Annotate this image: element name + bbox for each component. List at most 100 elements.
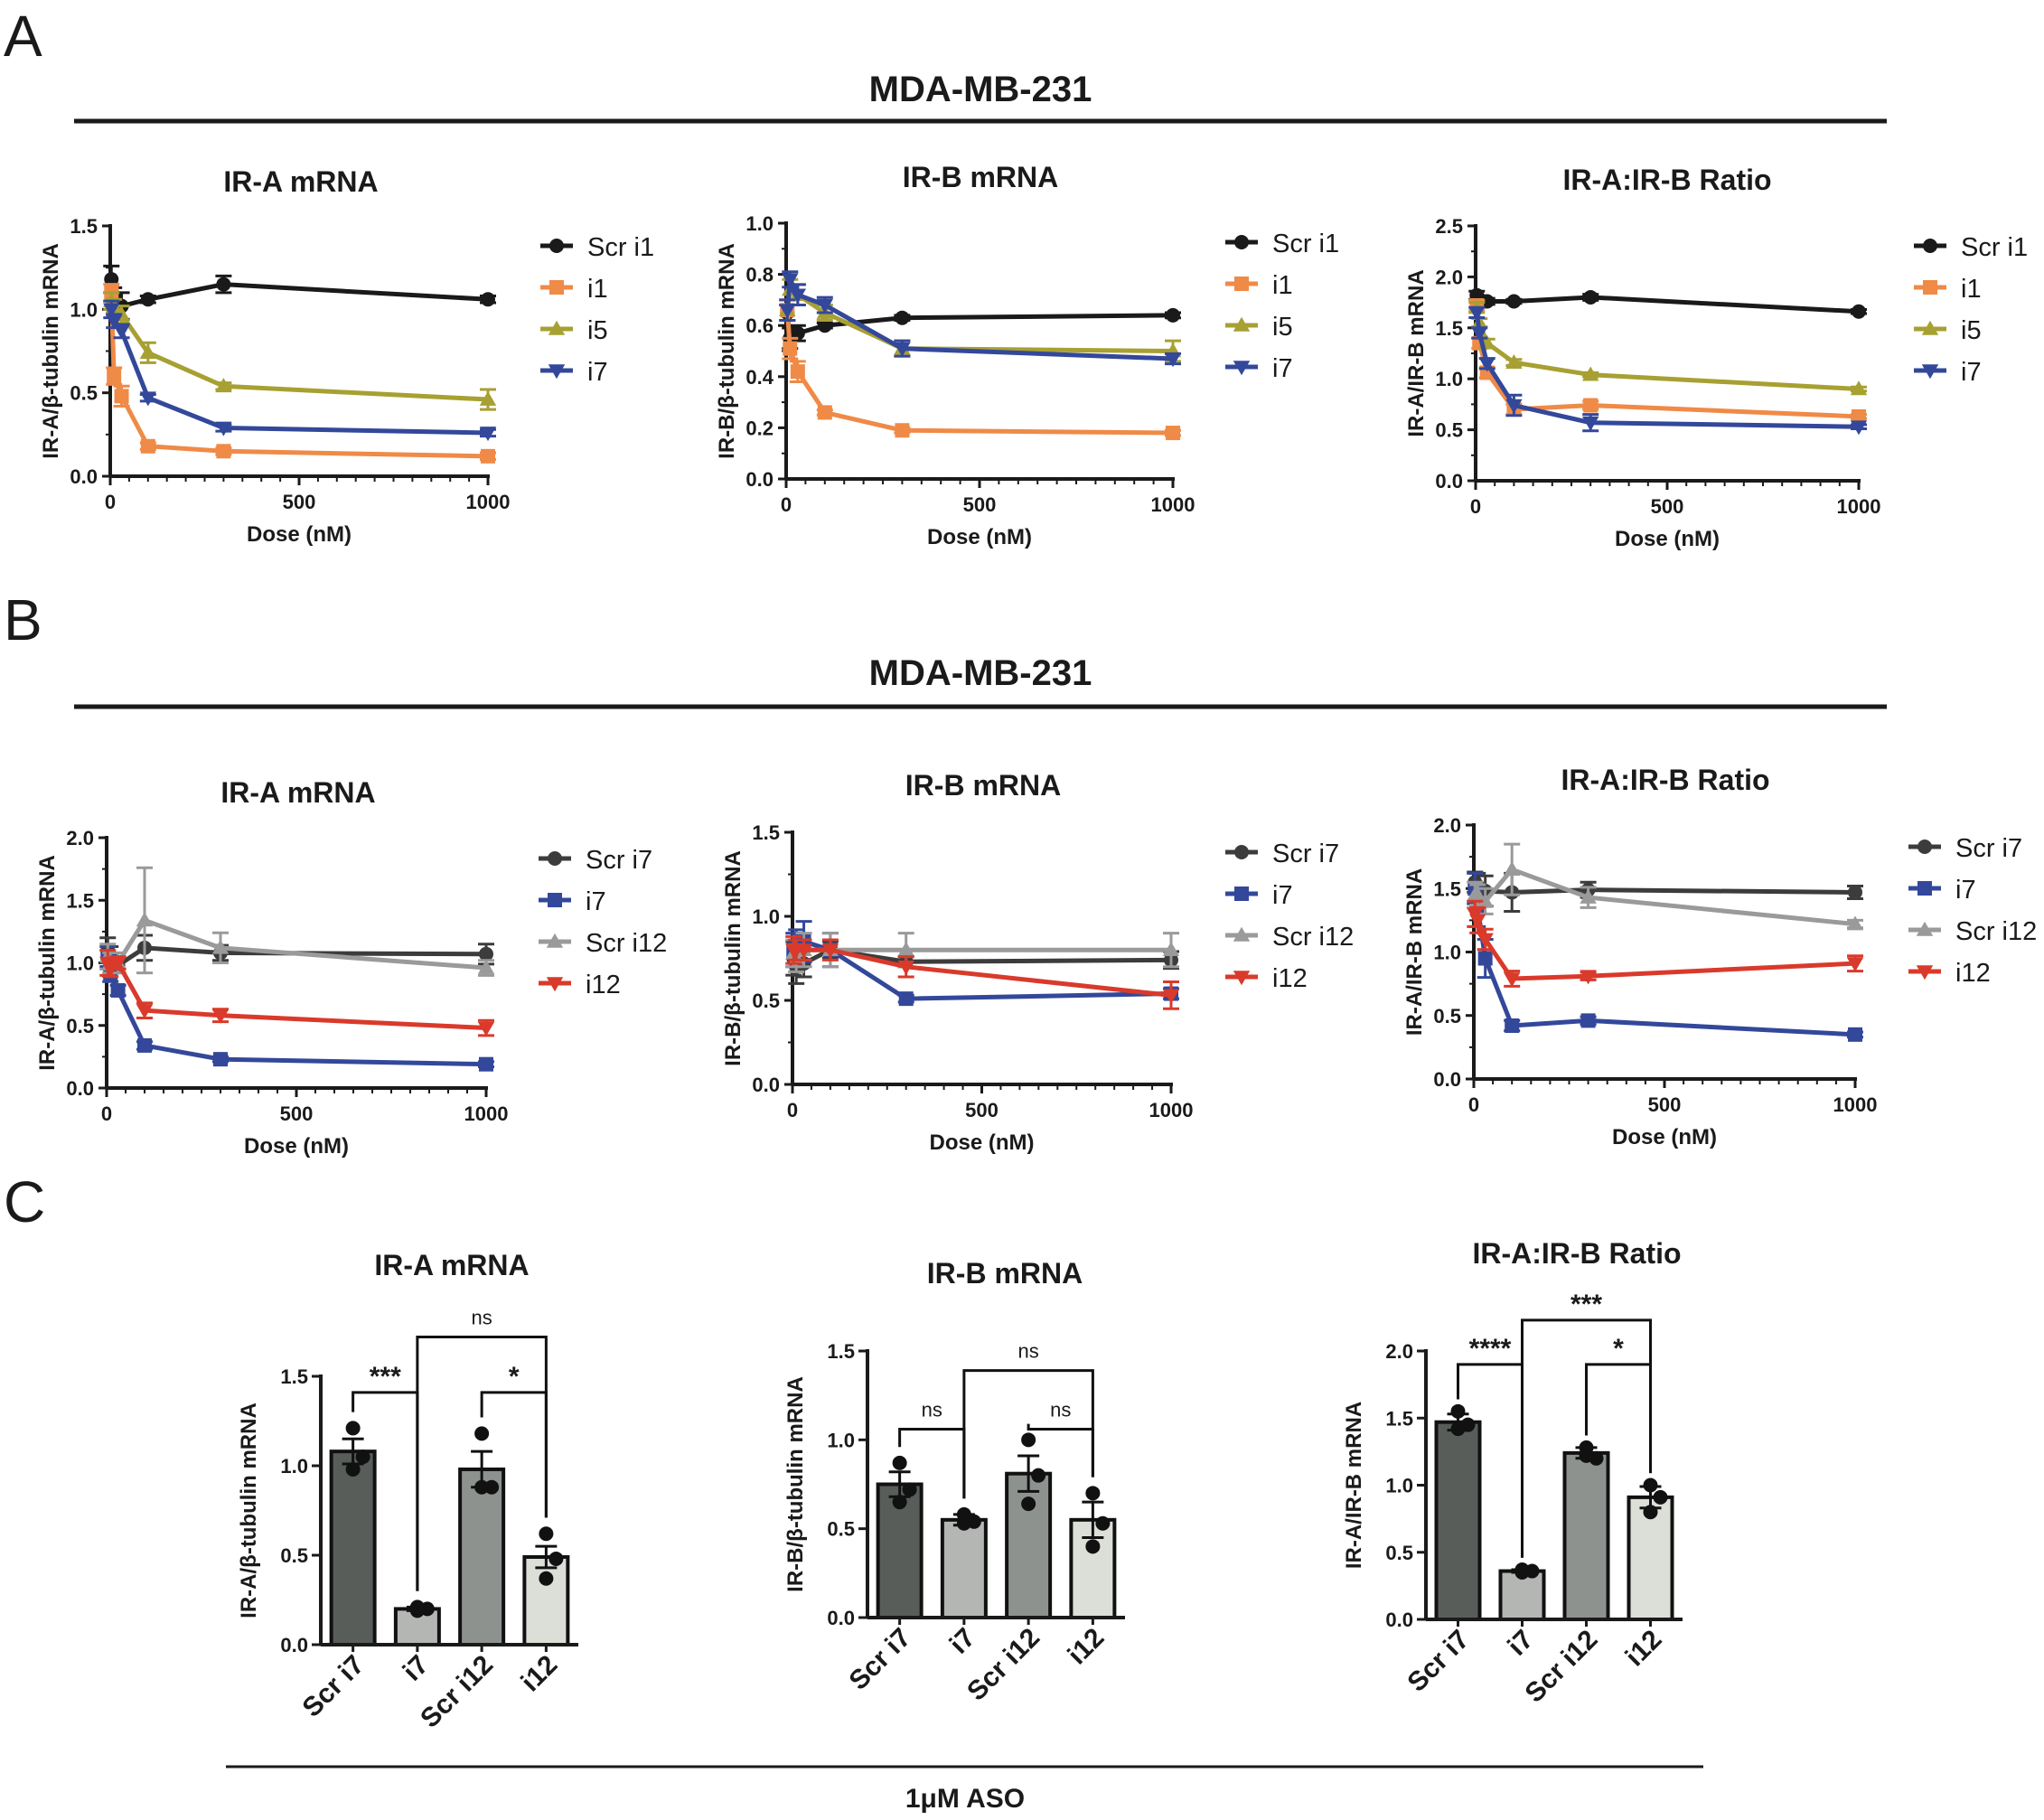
data-point — [1469, 887, 1486, 902]
x-axis-label: Dose (nM) — [927, 525, 1032, 549]
chart-c1-ira-bars: IR-A mRNA 0.0 0.5 1.0 1.5 IR-A/β-tubulin mRNA… — [237, 1249, 578, 1734]
data-point — [216, 277, 231, 292]
legend-label: i7 — [586, 887, 606, 916]
legend-marker — [1234, 235, 1249, 249]
replicate-point — [1085, 1486, 1101, 1501]
y-tick-label: 0.0 — [1385, 1609, 1413, 1631]
data-point — [109, 956, 127, 971]
legend-marker — [549, 280, 564, 295]
panel-letter-c: C — [4, 1169, 45, 1234]
series-line-i12 — [105, 959, 487, 1031]
replicate-point — [1643, 1478, 1658, 1493]
y-tick-label: 0.0 — [752, 1074, 780, 1096]
replicate-point — [474, 1426, 490, 1441]
legend-label: Scr i1 — [1961, 233, 2028, 262]
data-point — [1850, 380, 1868, 396]
y-tick-label: 0.5 — [1435, 419, 1463, 442]
data-point — [1469, 914, 1486, 929]
replicate-point — [892, 1495, 907, 1510]
data-point — [795, 943, 812, 959]
data-point — [1580, 970, 1597, 985]
x-tick-label: 1000 — [1149, 1099, 1194, 1121]
chart-b1-ira-mrna: IR-A mRNA 0.0 0.5 1.0 1.5 2.0 0 500 1000 Dose (nM… — [35, 776, 667, 1159]
y-tick-label: 0.0 — [1435, 470, 1463, 493]
legend-label: i12 — [1272, 964, 1308, 993]
legend-label: i12 — [1955, 959, 1991, 988]
data-point — [783, 341, 798, 356]
legend-label: i7 — [1272, 354, 1293, 383]
y-axis-label: IR-A/β-tubulin mRNA — [39, 243, 63, 459]
x-tick-label: 500 — [283, 491, 316, 513]
y-tick-label: 1.0 — [1433, 942, 1461, 964]
replicate-point — [1643, 1505, 1658, 1520]
replicate-point — [1085, 1539, 1101, 1554]
legend-label: i1 — [1272, 271, 1293, 300]
x-tick-label: 1000 — [1837, 495, 1881, 518]
chart-title: IR-A mRNA — [223, 165, 378, 198]
data-point — [1848, 885, 1862, 900]
data-point — [817, 318, 832, 333]
data-point — [897, 942, 914, 956]
legend-marker — [1234, 845, 1249, 859]
chart-c3-ratio-bars: IR-A:IR-B Ratio 0.0 0.5 1.0 1.5 2.0 IR-A/IR-B … — [1342, 1237, 1683, 1709]
data-point — [479, 390, 497, 406]
legend-marker — [1234, 887, 1249, 901]
replicate-point — [1095, 1515, 1111, 1531]
series-line-scr-i12 — [1475, 867, 1856, 927]
data-point — [1846, 957, 1864, 972]
data-point — [479, 1056, 493, 1072]
x-tick-label: 0 — [105, 491, 116, 513]
significance-bracket — [1521, 1318, 1652, 1558]
data-point — [113, 324, 130, 340]
replicate-point — [892, 1455, 907, 1470]
chart-a1-ira-mrna: IR-A mRNA 0.0 0.5 1.0 1.5 0 500 1000 Dose (nM) IR… — [39, 165, 654, 547]
y-tick-label: 0.5 — [1433, 1005, 1461, 1027]
category-label: i12 — [1062, 1623, 1110, 1671]
y-tick-label: 1.5 — [66, 889, 94, 912]
data-point — [897, 961, 914, 975]
data-point — [1504, 972, 1521, 988]
data-point — [790, 364, 805, 380]
chart-c2-irb-bars: IR-B mRNA 0.0 0.5 1.0 1.5 IR-B/β-tubulin mRNA… — [783, 1257, 1125, 1707]
y-tick-label: 0.5 — [827, 1518, 855, 1541]
significance-label: ns — [922, 1399, 942, 1421]
chart-title: IR-B mRNA — [927, 1257, 1083, 1290]
replicate-point — [474, 1479, 490, 1495]
series-line-scr-i1 — [1475, 294, 1860, 314]
replicate-point — [1031, 1468, 1046, 1483]
data-point — [1477, 893, 1494, 908]
data-point — [779, 304, 796, 319]
data-point — [898, 991, 914, 1007]
data-point — [1583, 398, 1599, 413]
category-label: i12 — [515, 1650, 563, 1698]
data-point — [139, 344, 156, 360]
y-tick-label: 2.0 — [1435, 266, 1463, 288]
data-point — [140, 292, 155, 307]
data-point — [1162, 989, 1180, 1004]
data-point — [1505, 399, 1523, 414]
data-point — [1166, 307, 1180, 323]
category-label: i7 — [944, 1623, 981, 1660]
series-line-i5 — [109, 299, 489, 402]
legend-marker — [1923, 280, 1937, 295]
replicate-point — [1021, 1432, 1036, 1448]
replicate-point — [1653, 1489, 1668, 1505]
legend-marker — [1233, 316, 1251, 332]
chart-b3-ratio: IR-A:IR-B Ratio 0.0 0.5 1.0 1.5 2.0 0 500 1000 Do… — [1402, 764, 2037, 1149]
data-point — [1164, 352, 1182, 368]
x-axis-label: Dose (nM) — [247, 522, 352, 547]
legend-marker — [548, 893, 562, 907]
y-tick-label: 2.0 — [66, 827, 94, 849]
data-point — [140, 438, 155, 454]
data-point — [136, 912, 154, 927]
category-label: i7 — [1502, 1625, 1539, 1662]
chart-a3-ratio: IR-A:IR-B Ratio 0.0 0.5 1.0 1.5 2.0 2.5 0 500 100… — [1404, 164, 2028, 551]
data-point — [104, 272, 119, 287]
section-a-title: MDA-MB-231 — [869, 70, 1092, 109]
y-tick-label: 0.0 — [280, 1634, 308, 1656]
legend-label: Scr i7 — [1955, 834, 2022, 863]
legend-marker — [1233, 361, 1251, 376]
replicate-point — [539, 1526, 554, 1542]
data-point — [1850, 420, 1868, 436]
